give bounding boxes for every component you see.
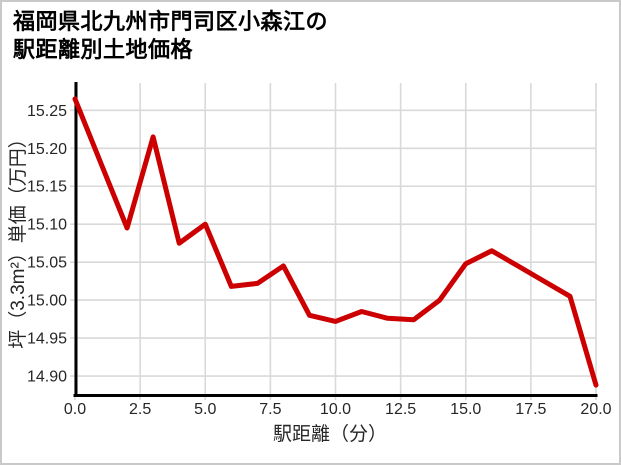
y-axis-tick-label: 15.05: [27, 255, 67, 272]
price-line-series: [72, 96, 599, 388]
x-axis-tick-label: 10.0: [320, 401, 351, 418]
x-axis-label: 駅距離（分）: [273, 423, 387, 445]
y-axis-label: 坪（3.3m²）単価（万円）: [7, 129, 29, 349]
y-axis-tick-label: 15.10: [27, 217, 67, 234]
chart-title-line-2: 駅距離別土地価格: [13, 37, 194, 62]
x-axis-tick-label: 20.0: [580, 401, 611, 418]
y-axis-tick-label: 14.95: [27, 331, 67, 348]
y-axis-tick-label: 14.90: [27, 369, 67, 386]
x-axis-tick-label: 0.0: [64, 401, 86, 418]
y-axis-tick-label: 15.25: [27, 103, 67, 120]
x-axis-tick-label: 5.0: [194, 401, 216, 418]
chart-title: 福岡県北九州市門司区小森江の 駅距離別土地価格: [13, 8, 328, 64]
x-axis-tick-label: 12.5: [385, 401, 416, 418]
x-axis-tick-label: 7.5: [259, 401, 281, 418]
y-axis-tick-label: 15.00: [27, 293, 67, 310]
x-axis-tick-label: 2.5: [129, 401, 151, 418]
x-axis-tick-label: 17.5: [515, 401, 546, 418]
chart-title-line-1: 福岡県北九州市門司区小森江の: [13, 9, 329, 34]
y-axis-tick-label: 15.20: [27, 141, 67, 158]
x-axis-tick-label: 15.0: [450, 401, 481, 418]
y-axis-tick-label: 15.15: [27, 179, 67, 196]
